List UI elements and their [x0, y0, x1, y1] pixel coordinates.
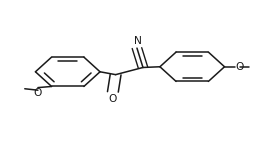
Text: O: O — [109, 95, 117, 104]
Text: N: N — [134, 36, 142, 46]
Text: O: O — [235, 62, 244, 72]
Text: O: O — [34, 88, 42, 98]
